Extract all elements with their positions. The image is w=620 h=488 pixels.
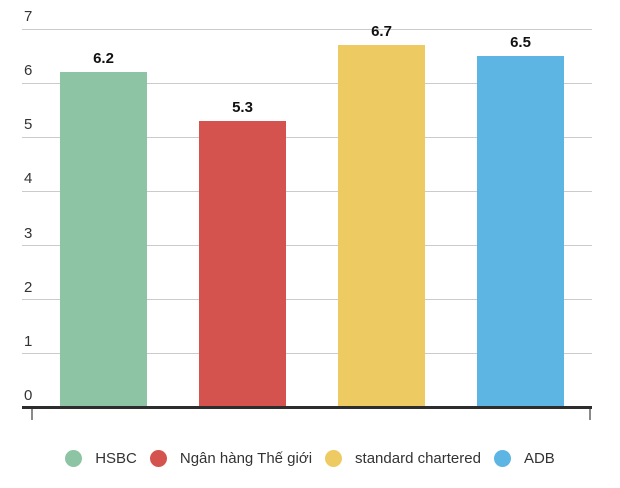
legend-item-standard-chartered: standard chartered <box>325 450 481 467</box>
bar-value-label: 6.5 <box>510 34 531 52</box>
x-axis-line <box>22 406 592 409</box>
y-axis-tick-label: 4 <box>24 170 33 188</box>
bar-adb <box>477 56 564 408</box>
legend-item-hsbc: HSBC <box>65 450 137 467</box>
legend-swatch-icon <box>65 450 83 467</box>
legend-swatch-icon <box>493 450 511 467</box>
legend-item-label: HSBC <box>95 450 137 467</box>
legend: HSBC Ngân hàng Thế giới standard chartered… <box>0 450 620 467</box>
y-axis-tick-label: 0 <box>24 387 33 404</box>
gridline <box>22 245 592 247</box>
bar-value-label: 6.2 <box>93 50 114 68</box>
y-axis-tick-label: 1 <box>24 332 33 350</box>
x-axis-tick-left <box>31 409 33 420</box>
legend-swatch-icon <box>325 450 343 467</box>
bar-standard-chartered <box>338 45 425 408</box>
gridline <box>22 28 592 30</box>
legend-item-ngan-hang-the-gioi: Ngân hàng Thế giới <box>149 450 313 467</box>
y-axis-tick-label: 3 <box>24 224 33 242</box>
y-axis-tick-label: 7 <box>24 8 33 25</box>
gridline <box>22 82 592 84</box>
bar-ngan-hang-the-gioi <box>199 121 286 408</box>
x-axis-tick-right <box>589 409 591 420</box>
legend-item-adb: ADB <box>493 450 555 467</box>
legend-swatch-icon <box>149 450 167 467</box>
legend-item-label: Ngân hàng Thế giới <box>179 450 313 467</box>
gridline <box>22 353 592 355</box>
gridline <box>22 190 592 192</box>
gridline <box>22 136 592 138</box>
gridline <box>22 299 592 301</box>
legend-item-label: standard chartered <box>355 450 481 467</box>
y-axis-tick-label: 2 <box>24 278 33 296</box>
bar-hsbc <box>60 72 147 408</box>
bar-value-label: 5.3 <box>232 99 253 117</box>
y-axis-tick-label: 6 <box>24 62 33 80</box>
bar-value-label: 6.7 <box>371 23 392 41</box>
y-axis-tick-label: 5 <box>24 116 33 134</box>
legend-item-label: ADB <box>523 450 555 467</box>
